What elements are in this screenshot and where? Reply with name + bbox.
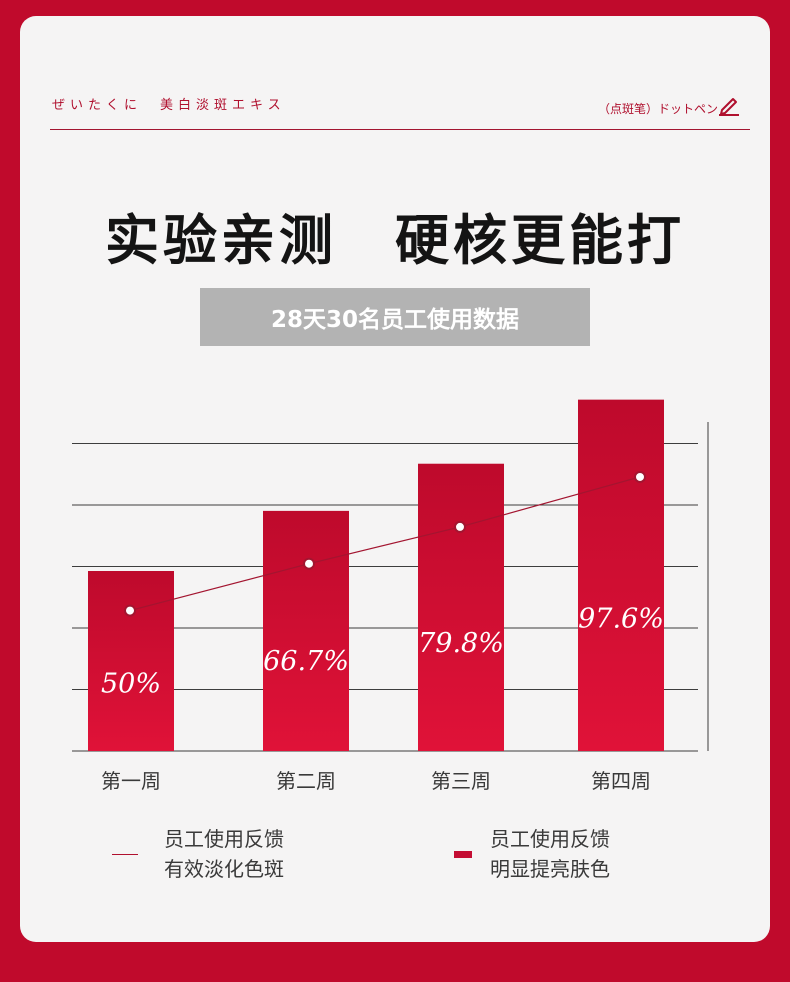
legend-line-text-1: 员工使用反馈 xyxy=(164,827,284,851)
data-label-4: 97.6% xyxy=(578,603,664,634)
product-name: （点斑笔）ドットペン xyxy=(597,102,718,116)
line-point-1 xyxy=(124,604,136,617)
legend-bar-text-1: 员工使用反馈 xyxy=(490,827,610,851)
combo-chart: 50% 66.7% 79.8% 97.6% 第一周 第二周 第三周 第四周 xyxy=(72,399,709,793)
bar-1 xyxy=(88,571,174,751)
legend-line-text-2: 有效淡化色斑 xyxy=(164,857,284,881)
bar-3 xyxy=(418,463,504,751)
data-label-2: 66.7% xyxy=(263,646,349,677)
x-tick-1: 第一周 xyxy=(101,769,161,793)
x-tick-4: 第四周 xyxy=(591,769,651,793)
subtitle-text: 28天30名员工使用数据 xyxy=(270,307,519,333)
page-headline: 实验亲测 硬核更能打 xyxy=(105,208,685,272)
x-tick-2: 第二周 xyxy=(276,769,336,793)
line-series xyxy=(129,476,641,612)
content-card: ぜいたくに 美白淡斑エキス （点斑笔）ドットペン 实验亲测 硬核更能打 28天3… xyxy=(20,16,770,942)
subtitle-banner: 28天30名员工使用数据 xyxy=(200,288,590,346)
bar-2 xyxy=(263,510,349,751)
brand-tagline: ぜいたくに 美白淡斑エキス xyxy=(52,98,286,113)
legend-line-text: 员工使用反馈 有效淡化色斑 xyxy=(164,824,284,884)
data-label-3: 79.8% xyxy=(418,628,504,659)
data-label-1: 50% xyxy=(101,669,161,700)
line-point-4 xyxy=(634,470,646,483)
legend-bar-series: 员工使用反馈 明显提亮肤色 xyxy=(454,824,610,884)
header-divider xyxy=(50,129,750,130)
legend-bar-text: 员工使用反馈 明显提亮肤色 xyxy=(490,824,610,884)
pen-icon xyxy=(719,98,739,116)
bar-4 xyxy=(578,399,664,751)
legend-bar-text-2: 明显提亮肤色 xyxy=(490,857,610,881)
legend-line-series: 员工使用反馈 有效淡化色斑 xyxy=(112,824,284,884)
line-point-2 xyxy=(303,557,315,570)
x-tick-3: 第三周 xyxy=(431,769,491,793)
line-point-3 xyxy=(454,520,466,533)
legend-line-swatch xyxy=(112,853,138,855)
legend-bar-swatch xyxy=(454,850,472,858)
